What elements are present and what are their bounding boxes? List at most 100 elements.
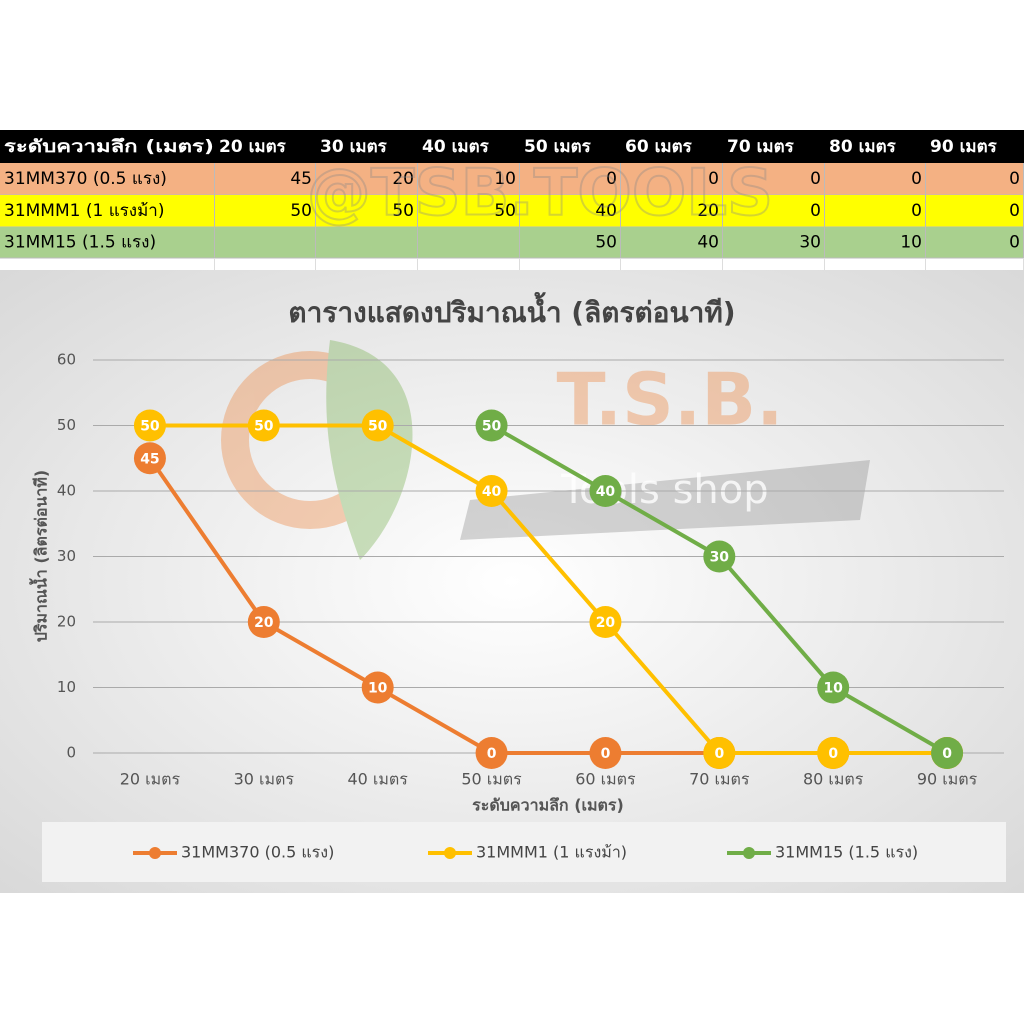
table-cell: 0 — [606, 169, 617, 189]
data-label: 0 — [942, 746, 952, 762]
data-point — [589, 737, 622, 769]
chart-area — [0, 270, 1024, 893]
table-cell: 20 — [697, 201, 719, 221]
data-point — [589, 606, 622, 638]
legend-marker — [743, 847, 755, 859]
series-line — [149, 423, 948, 755]
y-tick-label: 60 — [57, 351, 76, 369]
table-header-cell: 30 เมตร — [320, 137, 388, 157]
table-cell: 0 — [810, 169, 821, 189]
table-header-cell: 40 เมตร — [422, 137, 490, 157]
legend-label: 31MM370 (0.5 แรง) — [181, 843, 334, 862]
table-cell: 50 — [595, 233, 617, 253]
table-cell: 45 — [290, 169, 312, 189]
table-header-cell: 20 เมตร — [219, 137, 287, 157]
data-label: 30 — [710, 550, 730, 566]
table-cell: 50 — [290, 201, 312, 221]
data-label: 10 — [368, 681, 388, 697]
table-cell: 40 — [697, 233, 719, 253]
data-point — [475, 475, 508, 507]
data-point — [817, 737, 850, 769]
logo — [221, 340, 870, 560]
data-point — [589, 475, 622, 507]
table-cell: 0 — [911, 201, 922, 221]
data-point — [247, 409, 280, 442]
data-point — [703, 540, 736, 573]
x-tick-label: 20 เมตร — [120, 770, 181, 789]
x-tick-label: 80 เมตร — [803, 770, 864, 789]
x-tick-label: 60 เมตร — [575, 770, 636, 789]
table-row — [0, 227, 1024, 258]
table-cell: 0 — [1009, 169, 1020, 189]
data-label: 50 — [254, 419, 274, 435]
data-label: 10 — [823, 681, 843, 697]
data-label: 0 — [601, 746, 611, 762]
data-label: 50 — [482, 419, 502, 435]
table-cell: 0 — [1009, 233, 1020, 253]
legend — [42, 822, 1006, 882]
data-label: 45 — [140, 451, 159, 467]
table-cell: 40 — [595, 201, 617, 221]
legend-label: 31MM15 (1.5 แรง) — [775, 843, 918, 862]
table-row — [0, 195, 1024, 227]
table-cell: 10 — [900, 233, 922, 253]
legend-marker — [444, 847, 456, 859]
y-tick-label: 10 — [57, 678, 76, 696]
x-tick-label: 70 เมตร — [689, 770, 750, 789]
data-label: 0 — [714, 746, 724, 762]
x-tick-label: 30 เมตร — [234, 770, 295, 789]
table-header-cell: 80 เมตร — [829, 137, 897, 157]
table-cell: 10 — [494, 169, 516, 189]
y-tick-label: 30 — [57, 547, 76, 565]
chart-title: ตารางแสดงปริมาณน้ำ (ลิตรต่อนาที) — [288, 291, 735, 329]
table-header-cell: ระดับความลึก (เมตร) — [4, 137, 214, 157]
row-label: 31MM15 (1.5 แรง) — [4, 233, 156, 253]
table-cell: 0 — [911, 169, 922, 189]
data-point — [703, 737, 736, 769]
table-cell: 20 — [392, 169, 414, 189]
y-tick-label: 20 — [57, 613, 76, 631]
table-header-row — [0, 130, 1024, 163]
y-tick-label: 40 — [57, 482, 76, 500]
data-label: 0 — [487, 746, 497, 762]
data-point — [931, 737, 964, 769]
data-point — [475, 409, 508, 442]
table-cell: 0 — [810, 201, 821, 221]
legend-marker — [149, 847, 161, 859]
data-label: 50 — [368, 419, 388, 435]
data-label: 20 — [254, 615, 274, 631]
table-cell: 30 — [799, 233, 821, 253]
data-point — [361, 409, 394, 442]
row-label: 31MMM1 (1 แรงม้า) — [4, 201, 164, 221]
y-axis-label: ปริมาณน้ำ (ลิตรต่อนาที) — [29, 470, 51, 643]
data-label: 50 — [140, 419, 160, 435]
table-watermark: @TSB.TOOLS — [307, 157, 773, 231]
x-tick-label: 40 เมตร — [347, 770, 408, 789]
data-label: 40 — [482, 484, 502, 500]
logo-title: T.S.B. — [557, 358, 784, 442]
x-tick-label: 90 เมตร — [917, 770, 978, 789]
y-tick-label: 50 — [57, 416, 76, 434]
data-point — [133, 442, 166, 475]
data-label: 40 — [596, 484, 616, 500]
y-tick-label: 0 — [66, 744, 76, 762]
table-cell: 0 — [1009, 201, 1020, 221]
data-label: 0 — [828, 746, 838, 762]
table-cell: 50 — [392, 201, 414, 221]
row-label: 31MM370 (0.5 แรง) — [4, 169, 167, 189]
table-cell: 0 — [708, 169, 719, 189]
data-point — [247, 606, 280, 638]
legend-label: 31MMM1 (1 แรงม้า) — [476, 843, 627, 862]
table-cell: 50 — [494, 201, 516, 221]
table-header-cell: 70 เมตร — [727, 137, 795, 157]
table-row — [0, 163, 1024, 195]
table-header-cell: 60 เมตร — [625, 137, 693, 157]
x-axis-label: ระดับความลึก (เมตร) — [472, 796, 624, 815]
x-tick-label: 50 เมตร — [461, 770, 522, 789]
data-label: 20 — [596, 615, 616, 631]
data-point — [475, 737, 508, 769]
data-point — [817, 671, 850, 704]
data-point — [133, 409, 166, 442]
